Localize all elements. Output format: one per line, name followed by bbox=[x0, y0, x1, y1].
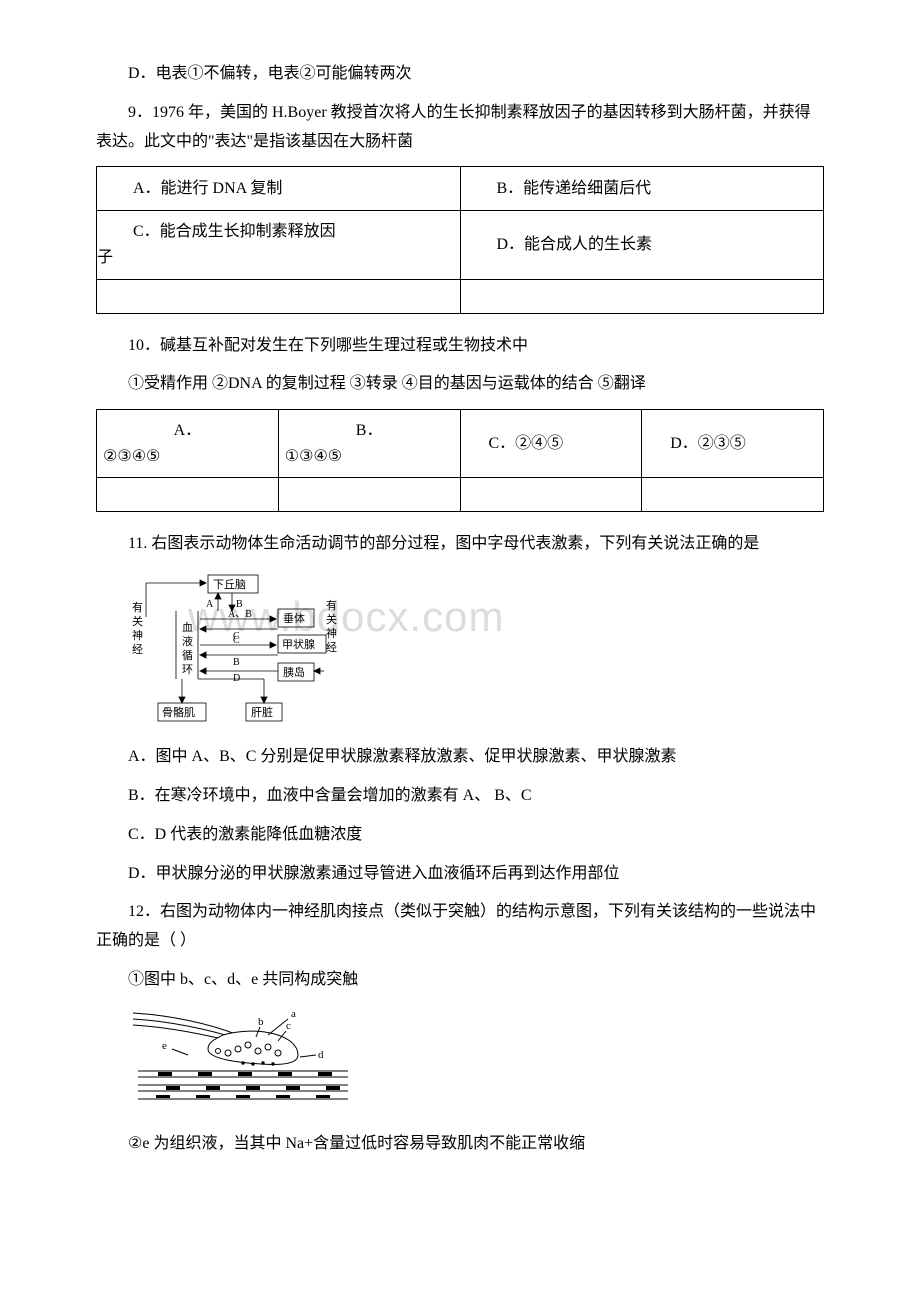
q10-stem2: ①受精作用 ②DNA 的复制过程 ③转录 ④目的基因与运载体的结合 ⑤翻译 bbox=[96, 370, 824, 399]
q11-diagram-svg: 有 关 神 经 有 关 神 经 下丘脑 A B 血 液 循 环 bbox=[128, 571, 388, 731]
q9-empty-cell-1 bbox=[97, 279, 461, 313]
q9-opt-c-line1: C．能合成生长抑制素释放因 bbox=[97, 219, 460, 245]
q10-empty-4 bbox=[642, 478, 824, 512]
q9-opt-a: A．能进行 DNA 复制 bbox=[97, 167, 461, 211]
q9-opt-b: B．能传递给细菌后代 bbox=[460, 167, 824, 211]
svg-text:有: 有 bbox=[132, 600, 143, 614]
svg-text:C: C bbox=[233, 635, 240, 646]
svg-text:肝脏: 肝脏 bbox=[251, 706, 273, 719]
q9-opt-d: D．能合成人的生长素 bbox=[460, 211, 824, 279]
q9-empty-cell-2 bbox=[460, 279, 824, 313]
q10-empty-3 bbox=[460, 478, 642, 512]
q9-options-table: A．能进行 DNA 复制 B．能传递给细菌后代 C．能合成生长抑制素释放因 子 … bbox=[96, 166, 824, 313]
q12-stem: 12．右图为动物体内一神经肌肉接点（类似于突触）的结构示意图，下列有关该结构的一… bbox=[96, 898, 824, 956]
svg-text:A、B: A、B bbox=[228, 609, 252, 620]
q11-opt-a: A．图中 A、B、C 分别是促甲状腺激素释放激素、促甲状腺激素、甲状腺激素 bbox=[96, 743, 824, 772]
svg-text:垂体: 垂体 bbox=[283, 611, 305, 625]
svg-text:关: 关 bbox=[326, 612, 337, 626]
svg-text:骨骼肌: 骨骼肌 bbox=[162, 705, 195, 719]
label-xiaqiunao: 下丘脑 bbox=[213, 578, 246, 591]
q9-stem: 9．1976 年，美国的 H.Boyer 教授首次将人的生长抑制素释放因子的基因… bbox=[96, 99, 824, 157]
q10-opt-a-l2: ②③④⑤ bbox=[97, 444, 278, 470]
svg-text:经: 经 bbox=[326, 641, 337, 654]
q10-empty-2 bbox=[278, 478, 460, 512]
svg-text:血: 血 bbox=[182, 620, 193, 634]
svg-text:e: e bbox=[162, 1040, 167, 1052]
svg-text:胰岛: 胰岛 bbox=[283, 665, 305, 679]
svg-text:甲状腺: 甲状腺 bbox=[282, 637, 315, 651]
svg-text:液: 液 bbox=[182, 634, 193, 648]
q11-stem: 11. 右图表示动物体生命活动调节的部分过程，图中字母代表激素，下列有关说法正确… bbox=[96, 530, 824, 559]
q10-empty-1 bbox=[97, 478, 279, 512]
q10-opt-b: B． ①③④⑤ bbox=[278, 410, 460, 478]
q10-opt-b-l1: B． bbox=[279, 418, 460, 444]
q11-opt-c: C．D 代表的激素能降低血糖浓度 bbox=[96, 821, 824, 850]
svg-text:D: D bbox=[233, 673, 240, 684]
q10-opt-b-l2: ①③④⑤ bbox=[279, 444, 460, 470]
q12-line2: ②e 为组织液，当其中 Na+含量过低时容易导致肌肉不能正常收缩 bbox=[96, 1130, 824, 1159]
q11-diagram-container: www.bdocx.com 有 关 神 经 有 关 神 经 下丘脑 A B 血 … bbox=[128, 571, 688, 731]
q12-diagram-svg: a b c d e bbox=[128, 1005, 358, 1105]
svg-text:b: b bbox=[258, 1016, 264, 1028]
svg-text:环: 环 bbox=[182, 664, 193, 676]
q10-opt-c: C．②④⑤ bbox=[460, 410, 642, 478]
q12-diagram: a b c d e bbox=[128, 1005, 824, 1116]
q10-options-table: A． ②③④⑤ B． ①③④⑤ C．②④⑤ D．②③⑤ bbox=[96, 409, 824, 512]
svg-text:有: 有 bbox=[326, 598, 337, 612]
svg-text:a: a bbox=[291, 1008, 296, 1020]
svg-text:神: 神 bbox=[132, 628, 143, 642]
q10-opt-d: D．②③⑤ bbox=[642, 410, 824, 478]
svg-text:关: 关 bbox=[132, 614, 143, 628]
svg-text:d: d bbox=[318, 1049, 324, 1061]
q10-stem: 10．碱基互补配对发生在下列哪些生理过程或生物技术中 bbox=[96, 332, 824, 361]
svg-text:神: 神 bbox=[326, 626, 337, 640]
svg-text:循: 循 bbox=[182, 649, 193, 662]
svg-text:A: A bbox=[206, 599, 214, 610]
q9-opt-c: C．能合成生长抑制素释放因 子 bbox=[97, 211, 461, 279]
svg-text:B: B bbox=[233, 657, 240, 668]
q12-line1: ①图中 b、c、d、e 共同构成突触 bbox=[96, 966, 824, 995]
svg-text:经: 经 bbox=[132, 643, 143, 656]
q11-opt-d: D．甲状腺分泌的甲状腺激素通过导管进入血液循环后再到达作用部位 bbox=[96, 860, 824, 889]
svg-text:c: c bbox=[286, 1020, 291, 1032]
q10-opt-a: A． ②③④⑤ bbox=[97, 410, 279, 478]
q11-opt-b: B．在寒冷环境中，血液中含量会增加的激素有 A、 B、C bbox=[96, 782, 824, 811]
q10-opt-a-l1: A． bbox=[97, 418, 278, 444]
q8-option-d: D．电表①不偏转，电表②可能偏转两次 bbox=[96, 60, 824, 89]
q9-opt-c-line2: 子 bbox=[97, 245, 460, 271]
